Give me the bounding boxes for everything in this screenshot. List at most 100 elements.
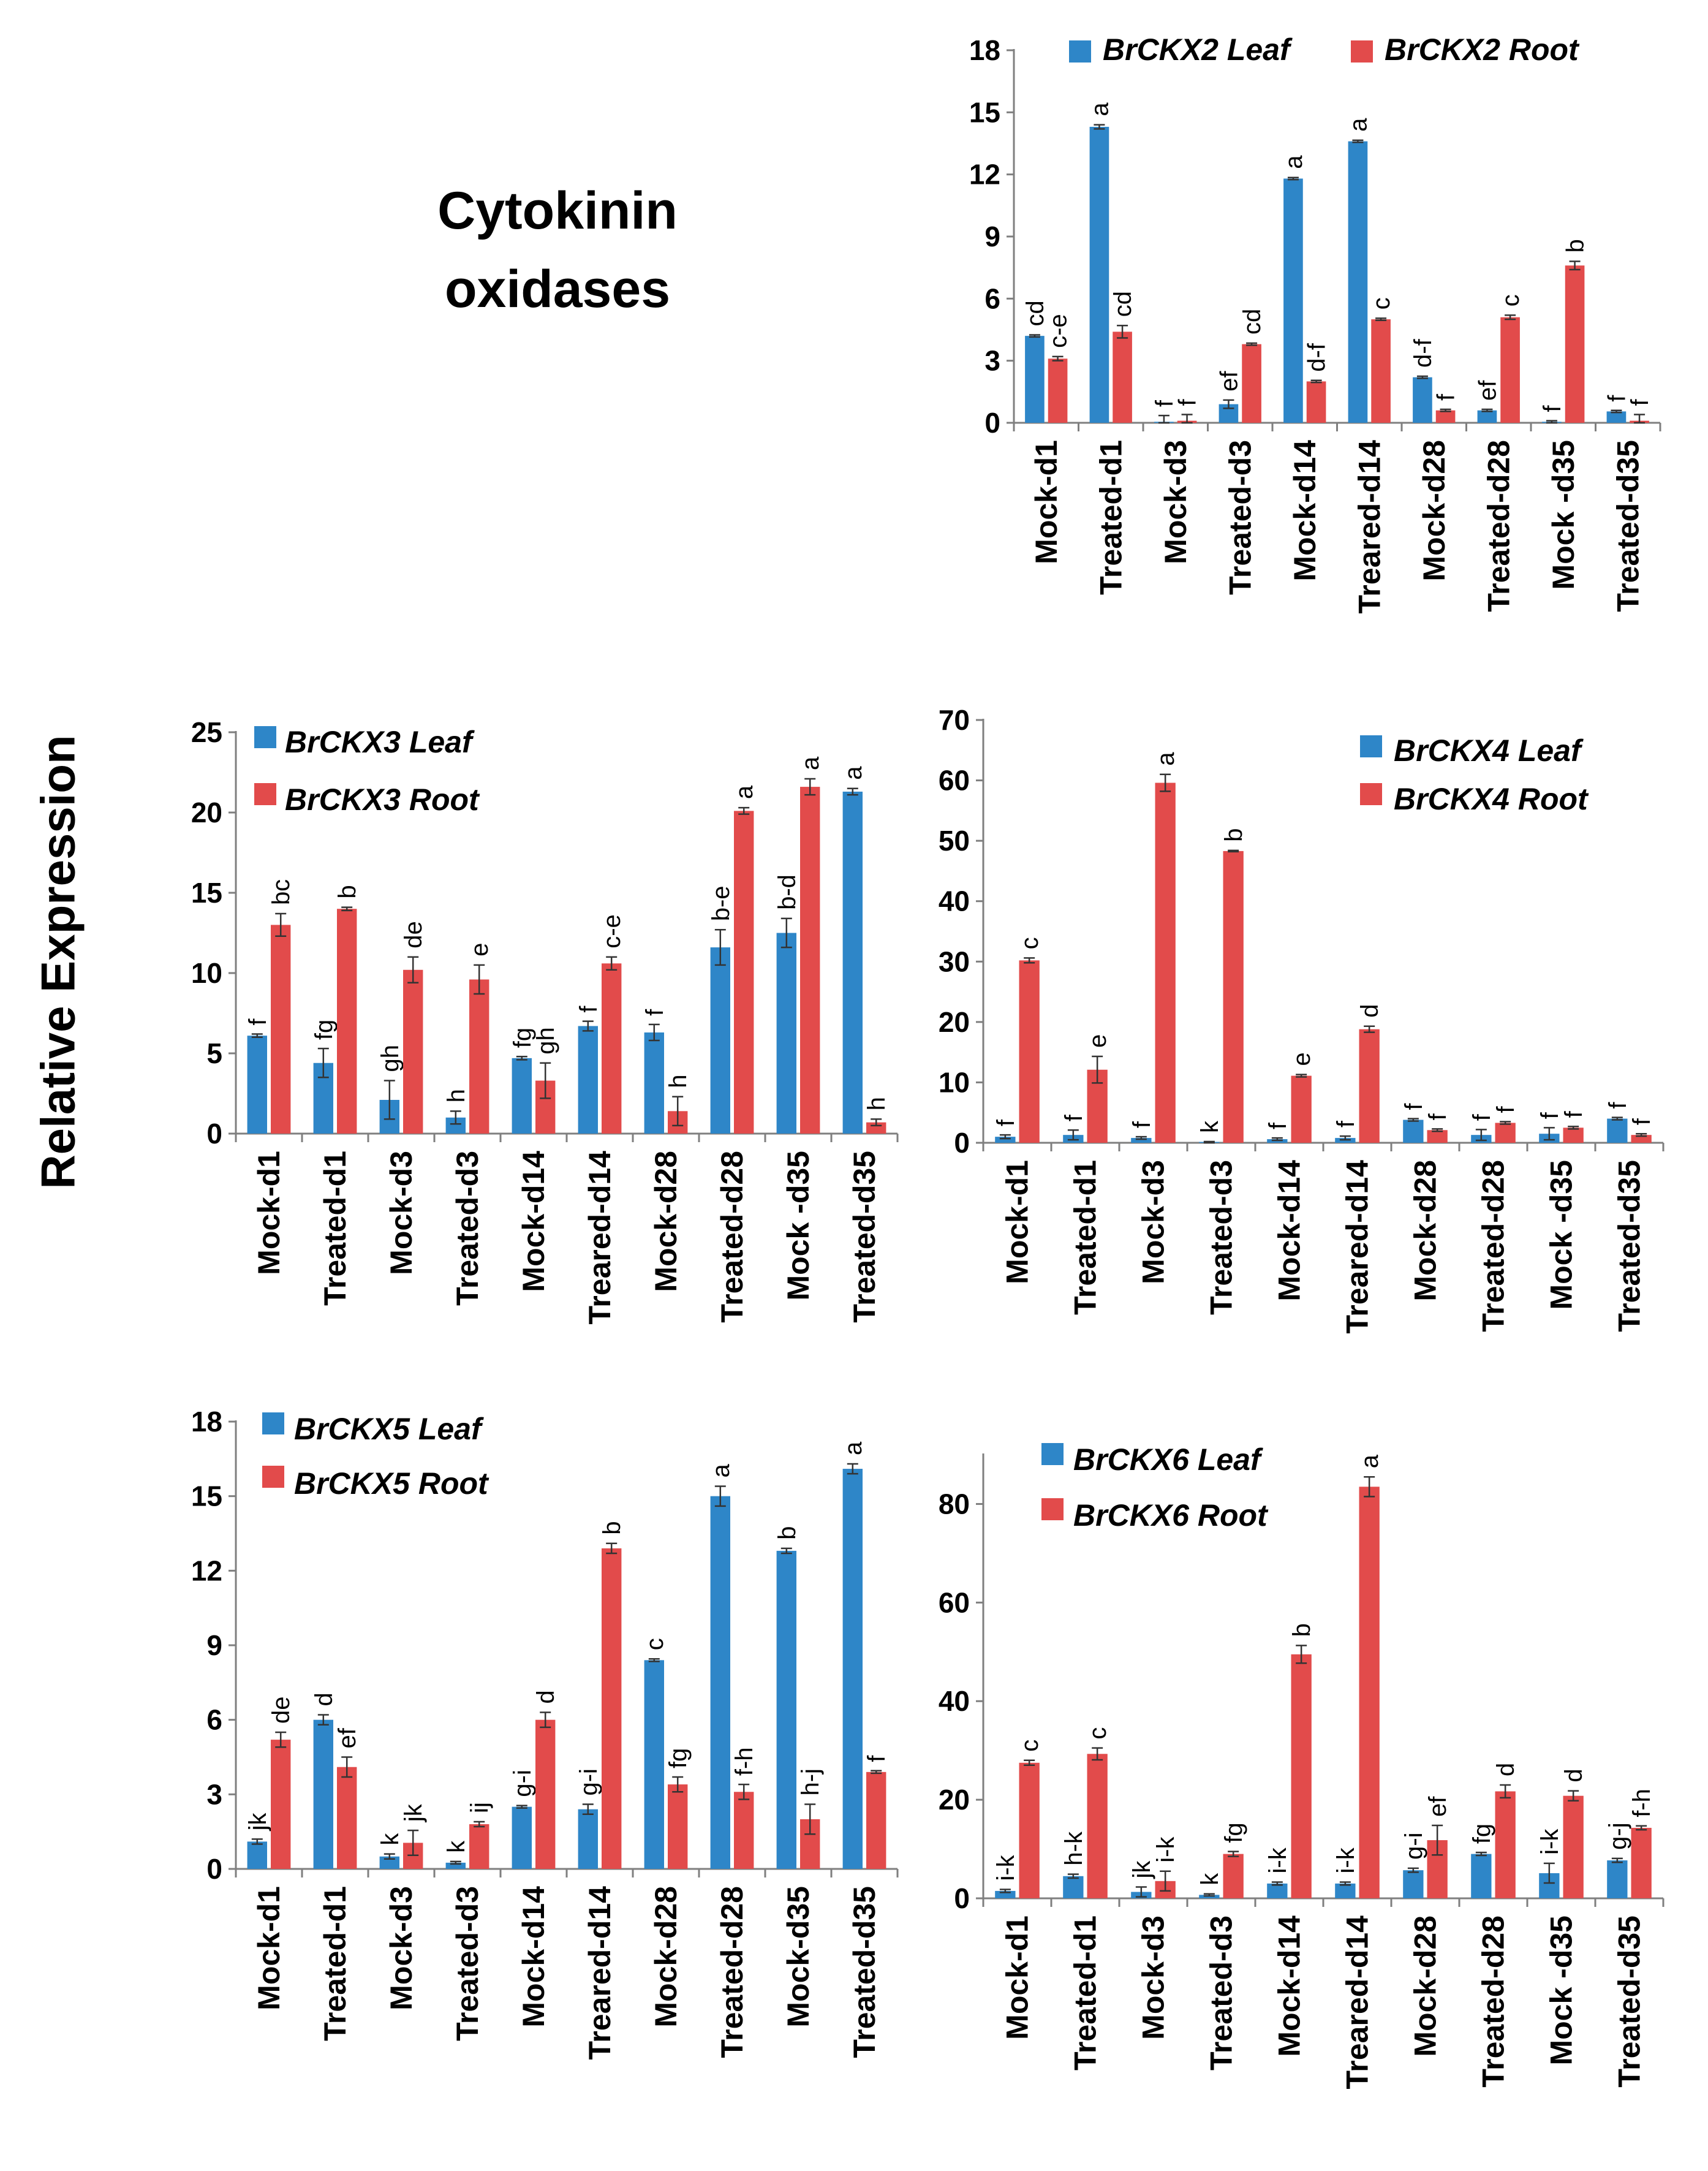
ckx2-bar-leaf [1413,377,1432,423]
ckx4-bar-root [1495,1123,1516,1143]
ckx4-significance-label: f [1536,1112,1563,1119]
ckx4-y-tick-label: 60 [939,765,970,797]
ckx5-category-label: Mock-d28 [649,1886,683,2028]
ckx4-significance-label: f [1560,1110,1587,1118]
ckx6-significance-label: jk [1128,1860,1155,1879]
ckx4-y-tick-label: 20 [939,1006,970,1038]
ckx2-bar-leaf [1477,410,1497,423]
ckx6-category-label: Treated-d3 [1204,1915,1239,2071]
ckx6-significance-label: i-k [1332,1847,1359,1873]
ckx5-y-tick-label: 18 [191,1406,222,1438]
chart-ckx5: 0 3 6 9 12 15 18 Mock-d1 Treated-d1 Mock-d3 Treate… [191,1406,899,2059]
ckx5-significance-label: k [443,1840,470,1853]
ckx2-category-label: Mock -d35 [1546,440,1581,590]
ckx3-legend-label-root: BrCKX3 Root [285,782,480,817]
ckx5-legend-swatch-root [262,1466,284,1488]
chart-ckx2: 0 3 6 9 12 15 18 Mock-d1 Treated-d1 Mock-d3 Treate… [969,32,1661,614]
ckx4-category-label: Mock-d14 [1272,1160,1307,1301]
ckx2-significance-label: d-f [1410,338,1437,368]
ckx3-bar-root [734,811,754,1134]
ckx5-category-label: Treated-d1 [318,1886,352,2041]
ckx6-legend-label-leaf: BrCKX6 Leaf [1073,1442,1263,1477]
ckx6-legend-swatch-leaf [1041,1443,1064,1465]
ckx6-significance-label: f-h [1628,1789,1655,1817]
ckx3-category-label: Treated-d1 [318,1151,352,1306]
ckx6-significance-label: c [1016,1740,1043,1752]
ckx4-significance-label: f [1628,1118,1655,1125]
ckx4-bar-leaf [1607,1118,1628,1143]
ckx6-category-label: Mock-d28 [1408,1915,1443,2057]
ckx3-category-label: Treated-d28 [715,1151,749,1323]
ckx2-bar-leaf [1283,178,1303,423]
ckx3-significance-label: a [840,766,867,780]
ckx4-significance-label: f [992,1119,1019,1126]
ckx6-significance-label: i-k [1264,1847,1291,1873]
ckx5-bar-root [866,1771,886,1869]
ckx6-category-label: Mock-d1 [1000,1915,1035,2040]
ckx3-significance-label: f [244,1018,271,1026]
ckx3-y-tick-label: 25 [191,716,222,748]
ckx2-bar-leaf [1348,141,1368,423]
ckx6-significance-label: k [1196,1873,1223,1885]
ckx2-y-tick-label: 9 [984,221,1000,252]
ckx4-category-label: Treated-d28 [1476,1160,1511,1332]
ckx5-y-tick-label: 3 [206,1778,222,1810]
ckx5-significance-label: ef [334,1727,361,1748]
ckx4-significance-label: k [1196,1120,1223,1133]
ckx4-bar-leaf [1131,1138,1152,1143]
ckx2-significance-label: cd [1109,291,1136,317]
ckx5-category-label: Treated-d35 [847,1886,882,2058]
ckx5-significance-label: ij [466,1802,493,1813]
ckx4-category-label: Treated-d3 [1204,1160,1239,1315]
ckx3-significance-label: h [443,1089,470,1102]
ckx2-significance-label: cd [1022,300,1049,326]
ckx3-significance-label: f [575,1006,602,1013]
ckx4-significance-label: f [1332,1120,1359,1127]
ckx4-category-label: Treated-d35 [1612,1160,1647,1332]
ckx3-category-label: Treared-d14 [583,1151,617,1325]
ckx4-bar-root [1359,1029,1380,1143]
ckx4-category-label: Mock-d3 [1136,1160,1171,1284]
ckx5-significance-label: b [599,1521,625,1534]
ckx4-significance-label: f [1264,1122,1291,1129]
ckx6-category-label: Treated-d1 [1068,1915,1103,2071]
ckx3-bar-leaf [644,1032,664,1134]
ckx6-significance-label: h-k [1060,1831,1087,1866]
ckx5-category-label: Mock-d1 [252,1886,286,2010]
ckx2-y-tick-label: 12 [969,159,1000,191]
ckx6-bar-leaf [1335,1883,1356,1898]
ckx4-y-tick-label: 30 [939,945,970,977]
ckx4-bar-root [1155,782,1176,1143]
ckx3-bar-root [469,979,489,1134]
ckx2-y-tick-label: 0 [984,407,1000,439]
ckx2-category-label: Mock-d3 [1158,440,1193,564]
ckx2-significance-label: b [1562,239,1589,252]
ckx3-significance-label: bc [268,879,295,905]
ckx5-bar-root [469,1824,489,1869]
ckx6-bar-root [1495,1791,1516,1898]
ckx6-significance-label: i-k [1536,1828,1563,1855]
ckx3-y-tick-label: 15 [191,877,222,909]
ckx2-y-tick-label: 3 [984,345,1000,377]
ckx4-significance-label: a [1152,752,1179,766]
ckx5-significance-label: a [708,1463,735,1477]
ckx2-category-label: Mock-d1 [1029,440,1064,564]
ckx5-category-label: Mock-d35 [781,1886,815,2028]
ckx3-significance-label: fg [311,1020,338,1040]
ckx2-significance-label: f [1174,398,1201,406]
ckx4-significance-label: e [1288,1052,1315,1066]
ckx2-category-label: Treared-d14 [1352,440,1386,614]
ckx3-significance-label: b-d [774,874,801,910]
ckx5-bar-root [668,1784,688,1869]
ckx6-bar-leaf [1267,1883,1288,1898]
ckx6-significance-label: i-k [992,1854,1019,1881]
ckx6-bar-root [1291,1654,1312,1898]
figure-title: Cytokinin oxidases [343,172,772,328]
ckx4-y-tick-label: 0 [954,1127,970,1159]
ckx5-bar-leaf [776,1550,796,1869]
ckx5-bar-leaf [644,1660,664,1869]
ckx5-bar-leaf [512,1806,532,1869]
ckx5-bar-root [734,1792,754,1869]
ckx3-significance-label: f [641,1009,668,1016]
